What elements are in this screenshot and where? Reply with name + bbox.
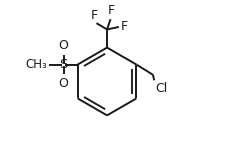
Text: F: F <box>121 20 128 33</box>
Text: O: O <box>58 77 69 90</box>
Text: Cl: Cl <box>155 82 168 95</box>
Text: CH₃: CH₃ <box>25 58 47 71</box>
Text: F: F <box>91 9 98 22</box>
Text: S: S <box>59 58 68 71</box>
Text: F: F <box>107 4 115 17</box>
Text: O: O <box>58 39 69 52</box>
